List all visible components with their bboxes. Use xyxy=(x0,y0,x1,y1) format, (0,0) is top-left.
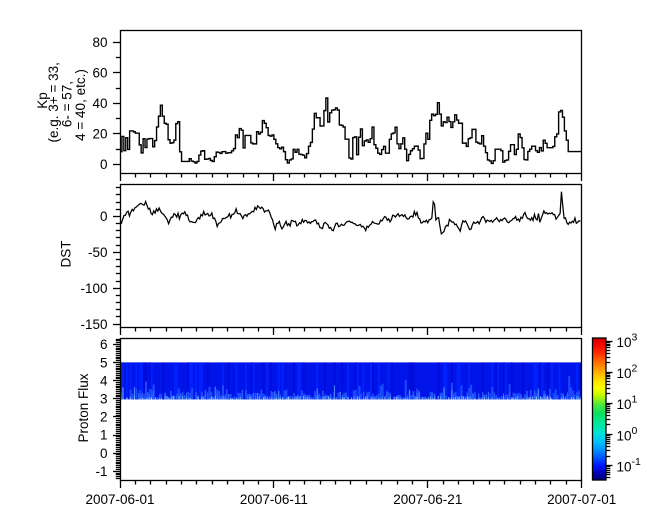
svg-text:0: 0 xyxy=(100,157,108,172)
svg-text:-1: -1 xyxy=(95,464,107,479)
svg-text:(e.g. 3+ = 33,: (e.g. 3+ = 33, xyxy=(46,62,61,142)
svg-text:6- = 57,: 6- = 57, xyxy=(60,81,75,127)
svg-text:2007-06-11: 2007-06-11 xyxy=(240,492,308,507)
svg-text:3: 3 xyxy=(100,392,108,407)
svg-text:Proton Flux: Proton Flux xyxy=(76,373,91,442)
svg-text:40: 40 xyxy=(92,96,107,111)
svg-text:6: 6 xyxy=(100,337,108,352)
svg-text:2007-07-01: 2007-07-01 xyxy=(547,492,616,507)
svg-text:2007-06-21: 2007-06-21 xyxy=(393,492,462,507)
svg-text:4 = 40, etc.): 4 = 40, etc.) xyxy=(73,69,88,141)
svg-text:0: 0 xyxy=(100,446,108,461)
svg-text:5: 5 xyxy=(100,355,108,370)
svg-text:-50: -50 xyxy=(88,245,108,260)
svg-text:-150: -150 xyxy=(80,317,107,332)
svg-text:60: 60 xyxy=(92,66,107,81)
svg-text:4: 4 xyxy=(100,373,108,388)
svg-text:Kp: Kp xyxy=(35,92,50,109)
svg-text:1: 1 xyxy=(100,428,108,443)
svg-text:0: 0 xyxy=(100,209,108,224)
svg-text:80: 80 xyxy=(92,35,107,50)
svg-text:2007-06-01: 2007-06-01 xyxy=(85,492,154,507)
svg-text:2: 2 xyxy=(100,410,108,425)
svg-text:DST: DST xyxy=(58,241,73,268)
svg-text:20: 20 xyxy=(92,127,107,142)
svg-text:-100: -100 xyxy=(80,281,107,296)
